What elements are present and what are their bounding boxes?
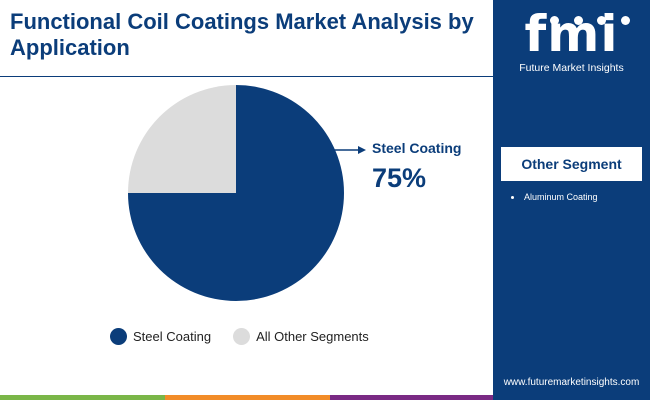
logo-dot-icon [550,16,559,25]
pie-slices [128,85,344,301]
list-item: Aluminum Coating [511,192,598,202]
legend-item-steel-coating: Steel Coating [110,328,211,345]
title-divider [0,76,493,77]
logo-text: Future Market Insights [519,62,624,74]
legend-item-all-other-segments: All Other Segments [233,328,369,345]
logo-dot-icon [597,16,607,25]
other-segment-list: Aluminum Coating [511,192,598,202]
segment-label: Aluminum Coating [524,192,598,202]
pie-slice-all-other-segments [128,85,236,193]
other-segment-heading: Other Segment [501,147,642,181]
bottom-bar-green [0,395,165,400]
legend-swatch-steel-coating [110,328,127,345]
fmi-logo: fmi Future Market Insights [493,8,650,74]
legend-label: All Other Segments [256,329,369,344]
bullet-icon [511,195,514,199]
callout-value: 75% [372,163,427,193]
legend-swatch-all-other-segments [233,328,251,345]
chart-legend: Steel Coating All Other Segments [110,328,391,345]
website-url: www.futuremarketinsights.com [503,377,640,388]
callout-arrow [333,146,366,154]
pie-chart [128,85,366,301]
page-title: Functional Coil Coatings Market Analysis… [10,9,474,60]
bottom-bar-orange [165,395,330,400]
legend-label: Steel Coating [133,329,212,344]
logo-dot-icon [573,16,583,25]
bottom-bar-purple [330,395,493,400]
callout-label: Steel Coating [372,140,462,156]
logo-icons [550,16,630,25]
sidebar: fmi Future Market Insights Other Segment… [493,0,650,400]
logo-dot-icon [620,16,630,25]
